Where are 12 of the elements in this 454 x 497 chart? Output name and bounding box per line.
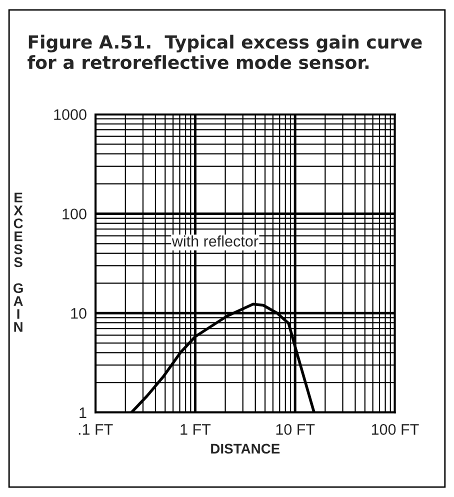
chart-title: Figure A.51. Typical excess gain curve for a retroreflective mode sensor. — [28, 34, 422, 70]
x-tick-label: 10 FT — [276, 424, 315, 435]
x-tick-label: 100 FT — [372, 424, 419, 435]
x-tick-label: 1 FT — [180, 424, 211, 435]
x-tick-label: .1 FT — [78, 424, 113, 435]
text: EXCESS GAIN — [13, 192, 23, 332]
y-tick-label: 100 — [62, 208, 86, 220]
y-tick-label: 1 — [80, 408, 86, 418]
annotation: with reflector — [172, 235, 258, 247]
y-tick-label: 1000 — [54, 109, 86, 120]
y-tick-label: 10 — [71, 308, 86, 319]
x-axis-title: DISTANCE — [211, 444, 280, 454]
